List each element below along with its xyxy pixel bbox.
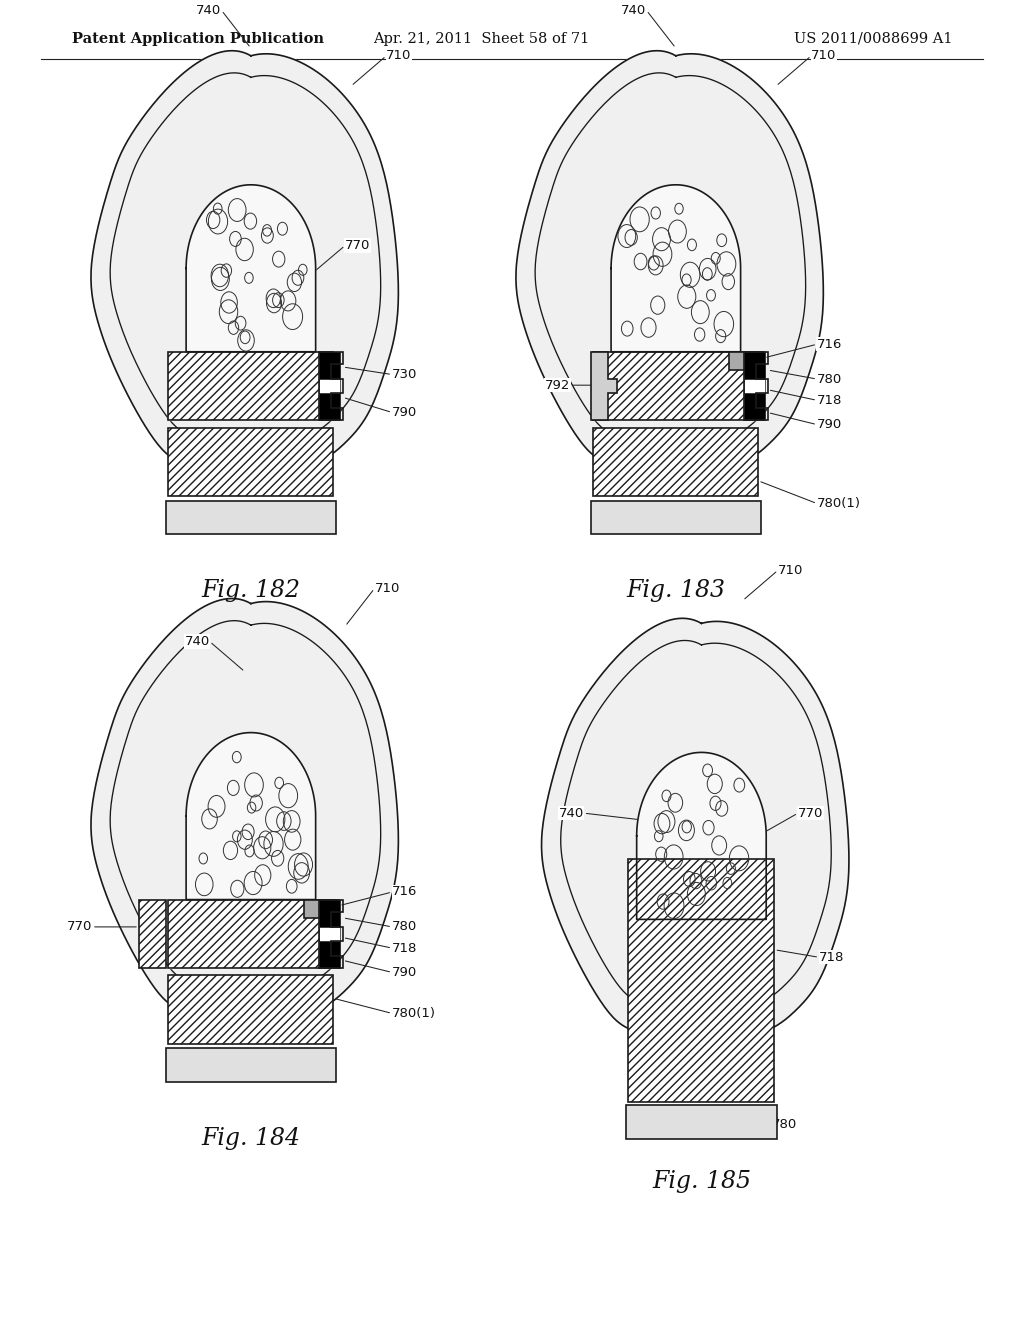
Polygon shape: [744, 351, 765, 379]
Text: 790: 790: [392, 966, 418, 979]
Polygon shape: [319, 941, 340, 968]
Text: 710: 710: [811, 49, 837, 62]
Text: 780(1): 780(1): [392, 1007, 436, 1020]
Polygon shape: [168, 900, 334, 968]
Text: 790: 790: [817, 418, 843, 432]
Text: Patent Application Publication: Patent Application Publication: [72, 32, 324, 46]
Text: 718: 718: [392, 941, 418, 954]
Polygon shape: [629, 858, 774, 1101]
Polygon shape: [168, 351, 334, 420]
Polygon shape: [637, 752, 766, 919]
Polygon shape: [168, 428, 334, 496]
Text: 718: 718: [819, 950, 845, 964]
Polygon shape: [591, 351, 616, 420]
Text: 716: 716: [817, 338, 843, 351]
Text: 792: 792: [545, 379, 569, 392]
Polygon shape: [186, 185, 315, 351]
Polygon shape: [168, 900, 334, 968]
Polygon shape: [744, 393, 765, 420]
Text: Apr. 21, 2011  Sheet 58 of 71: Apr. 21, 2011 Sheet 58 of 71: [373, 32, 590, 46]
Text: 770: 770: [345, 239, 371, 252]
Text: 740: 740: [622, 4, 646, 17]
Text: 740: 740: [184, 635, 210, 648]
Text: 790: 790: [392, 407, 418, 418]
Polygon shape: [611, 185, 740, 351]
Text: 716: 716: [392, 886, 418, 899]
Text: 780: 780: [197, 512, 221, 525]
Polygon shape: [591, 500, 761, 535]
Polygon shape: [166, 1048, 336, 1082]
Text: 710: 710: [386, 49, 412, 62]
Polygon shape: [594, 351, 758, 420]
Polygon shape: [304, 900, 339, 917]
Text: US 2011/0088699 A1: US 2011/0088699 A1: [794, 32, 952, 46]
Text: Fig. 183: Fig. 183: [627, 579, 725, 602]
Polygon shape: [319, 351, 340, 379]
Polygon shape: [319, 900, 340, 927]
Polygon shape: [168, 975, 334, 1044]
Text: Fig. 182: Fig. 182: [202, 579, 300, 602]
Text: 710: 710: [778, 564, 804, 577]
Polygon shape: [626, 1105, 777, 1139]
Text: 770: 770: [67, 920, 92, 933]
Text: 730: 730: [392, 368, 418, 381]
Polygon shape: [516, 50, 823, 474]
Text: 740: 740: [197, 4, 221, 17]
Polygon shape: [729, 351, 764, 370]
Polygon shape: [319, 379, 340, 393]
Polygon shape: [744, 379, 765, 393]
Text: 740: 740: [558, 807, 584, 820]
Polygon shape: [594, 351, 758, 420]
Polygon shape: [166, 500, 336, 535]
Text: 780: 780: [772, 1118, 798, 1131]
Polygon shape: [168, 351, 334, 420]
Text: 718: 718: [817, 393, 843, 407]
Polygon shape: [319, 393, 340, 420]
Polygon shape: [319, 927, 340, 941]
Text: 770: 770: [798, 807, 823, 820]
Text: 780(1): 780(1): [817, 498, 861, 510]
Text: 780: 780: [817, 372, 843, 385]
Polygon shape: [542, 618, 849, 1041]
Polygon shape: [91, 50, 398, 474]
Polygon shape: [91, 598, 398, 1022]
Polygon shape: [139, 900, 166, 968]
Text: Fig. 185: Fig. 185: [652, 1170, 751, 1193]
Text: 780: 780: [392, 920, 418, 933]
Text: Fig. 184: Fig. 184: [202, 1127, 300, 1150]
Polygon shape: [594, 428, 758, 496]
Text: 710: 710: [375, 582, 400, 595]
Polygon shape: [186, 733, 315, 900]
